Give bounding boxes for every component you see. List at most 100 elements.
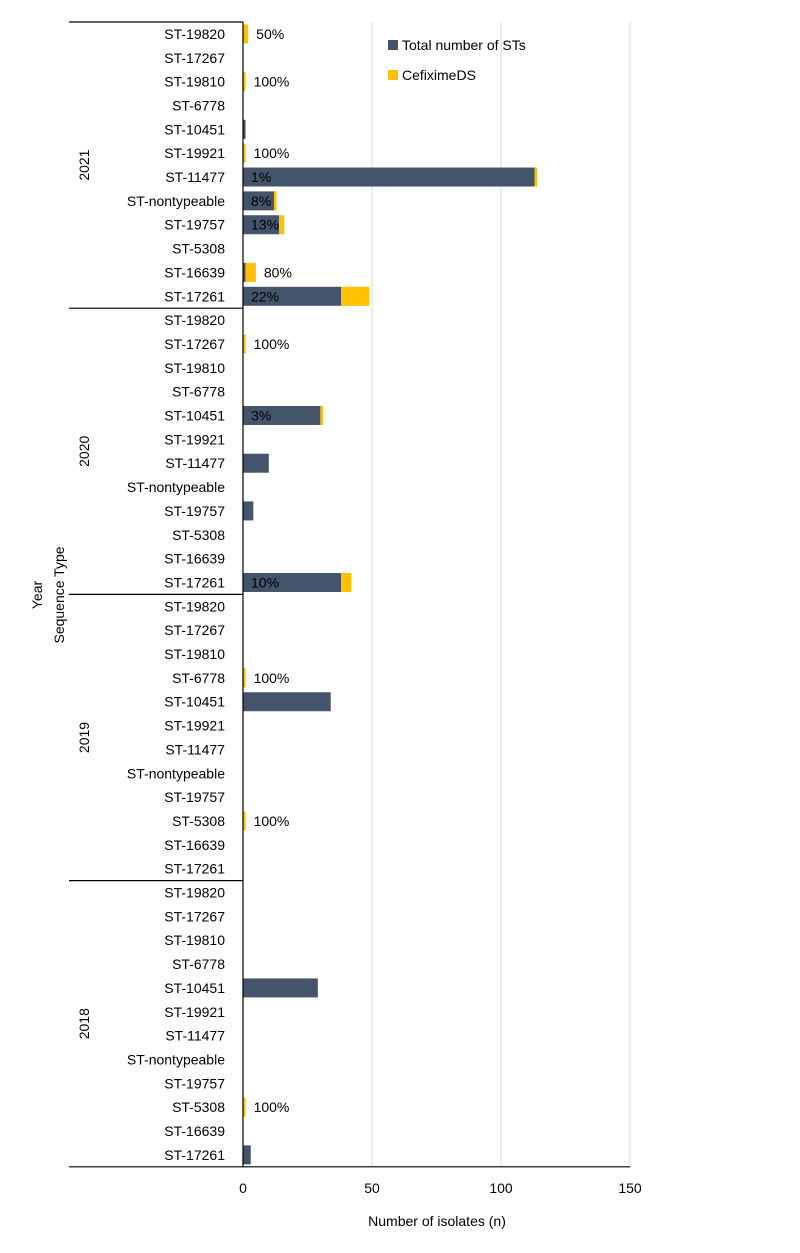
data-label: 80% <box>264 264 292 280</box>
legend: Total number of STs CefiximeDS <box>388 37 526 83</box>
data-label: 100% <box>254 813 290 829</box>
category-label: ST-6778 <box>172 956 225 972</box>
bar-total-2020-ST-17261 <box>243 572 342 592</box>
category-label: ST-17261 <box>164 574 225 590</box>
category-label: ST-19757 <box>164 789 225 805</box>
category-label: ST-10451 <box>164 980 225 996</box>
bar-total-2020-ST-19757 <box>243 501 254 521</box>
bar-total-2021-ST-16639 <box>243 262 246 282</box>
category-label: ST-nontypeable <box>127 479 225 495</box>
category-label: ST-6778 <box>172 97 225 113</box>
category-label: ST-19921 <box>164 1004 225 1020</box>
bar-cefixime-2021-ST-16639 <box>245 262 256 282</box>
bar-total-2018-ST-10451 <box>243 978 318 998</box>
category-label: ST-6778 <box>172 670 225 686</box>
category-label: ST-19810 <box>164 360 225 376</box>
x-tick-label-0: 0 <box>239 1180 247 1196</box>
category-label: ST-11477 <box>165 169 225 185</box>
data-label: 3% <box>251 408 271 424</box>
category-label: ST-19757 <box>164 217 225 233</box>
data-label: 50% <box>256 26 284 42</box>
bar-total-2020-ST-10451 <box>243 406 321 426</box>
axis-frame <box>69 21 630 1168</box>
year-label-2019: 2019 <box>76 722 92 753</box>
legend-label-cefixime: CefiximeDS <box>402 67 476 83</box>
bar-cefixime-2021-ST-17261 <box>341 286 370 306</box>
x-tick-label-2: 100 <box>489 1180 513 1196</box>
category-label: ST-16639 <box>164 551 225 567</box>
data-label: 100% <box>254 145 290 161</box>
category-label: ST-10451 <box>164 694 225 710</box>
gridlines <box>371 22 631 1167</box>
bar-cefixime-2019-ST-6778 <box>243 668 246 688</box>
bar-total-2020-ST-11477 <box>243 453 269 473</box>
x-axis-title: Number of isolates (n) <box>368 1213 506 1229</box>
category-label: ST-19820 <box>164 312 225 328</box>
bars <box>243 24 538 1165</box>
labels: 0 50 100 150 2021 ST-19820 50% ST-17267 ST-19810… <box>76 26 642 1196</box>
category-label: ST-5308 <box>172 241 225 257</box>
data-label: 10% <box>251 574 279 590</box>
category-label: ST-16639 <box>164 1123 225 1139</box>
legend-swatch-cefixime <box>388 70 398 80</box>
category-label: ST-nontypeable <box>127 1051 225 1067</box>
category-label: ST-5308 <box>172 527 225 543</box>
category-label: ST-17267 <box>164 50 225 66</box>
category-label: ST-19810 <box>164 74 225 90</box>
data-label: 13% <box>251 217 279 233</box>
data-label: 22% <box>251 288 279 304</box>
bar-cefixime-2021-ST-19820 <box>243 24 249 44</box>
bar-total-2021-ST-19757 <box>243 215 280 235</box>
y-axis-title: Year Sequence Type <box>29 546 67 643</box>
bar-total-2019-ST-10451 <box>243 692 331 712</box>
bar-total-2018-ST-17261 <box>243 1145 251 1165</box>
category-label: ST-19820 <box>164 26 225 42</box>
data-label: 8% <box>251 193 271 209</box>
category-label: ST-6778 <box>172 384 225 400</box>
category-label: ST-17267 <box>164 908 225 924</box>
data-label: 100% <box>254 74 290 90</box>
bar-cefixime-2020-ST-10451 <box>320 406 323 426</box>
bar-cefixime-2018-ST-5308 <box>243 1097 246 1117</box>
category-label: ST-11477 <box>165 1028 225 1044</box>
category-label: ST-10451 <box>164 121 225 137</box>
category-label: ST-19757 <box>164 1075 225 1091</box>
category-label: ST-5308 <box>172 813 225 829</box>
category-label: ST-17261 <box>164 288 225 304</box>
category-label: ST-19820 <box>164 598 225 614</box>
category-label: ST-nontypeable <box>127 193 225 209</box>
x-tick-label-1: 50 <box>364 1180 380 1196</box>
bar-total-2021-ST-11477 <box>243 167 535 187</box>
year-label-2020: 2020 <box>76 436 92 467</box>
category-label: ST-11477 <box>165 455 225 471</box>
category-label: ST-17267 <box>164 622 225 638</box>
bar-cefixime-2021-ST-19921 <box>243 143 246 163</box>
bar-total-2021-ST-17261 <box>243 286 342 306</box>
data-label: 1% <box>251 169 271 185</box>
bar-cefixime-2020-ST-17261 <box>341 572 352 592</box>
bar-cefixime-2019-ST-5308 <box>243 811 246 831</box>
category-label: ST-19810 <box>164 932 225 948</box>
legend-label-total: Total number of STs <box>402 37 526 53</box>
bar-total-2021-ST-nontypeable <box>243 191 274 211</box>
bar-total-2021-ST-10451 <box>243 119 246 139</box>
y-axis-title-line2: Sequence Type <box>51 546 67 643</box>
category-label: ST-19820 <box>164 885 225 901</box>
category-label: ST-19757 <box>164 503 225 519</box>
category-label: ST-5308 <box>172 1099 225 1115</box>
y-axis-title-line1: Year <box>29 581 45 610</box>
x-tick-label-3: 150 <box>618 1180 642 1196</box>
legend-swatch-total <box>388 40 398 50</box>
bar-cefixime-2021-ST-11477 <box>534 167 538 187</box>
category-label: ST-17261 <box>164 861 225 877</box>
category-label: ST-19921 <box>164 718 225 734</box>
category-label: ST-17261 <box>164 1147 225 1163</box>
category-label: ST-19921 <box>164 431 225 447</box>
category-label: ST-19810 <box>164 646 225 662</box>
category-label: ST-16639 <box>164 837 225 853</box>
data-label: 100% <box>254 336 290 352</box>
category-label: ST-19921 <box>164 145 225 161</box>
category-label: ST-11477 <box>165 741 225 757</box>
